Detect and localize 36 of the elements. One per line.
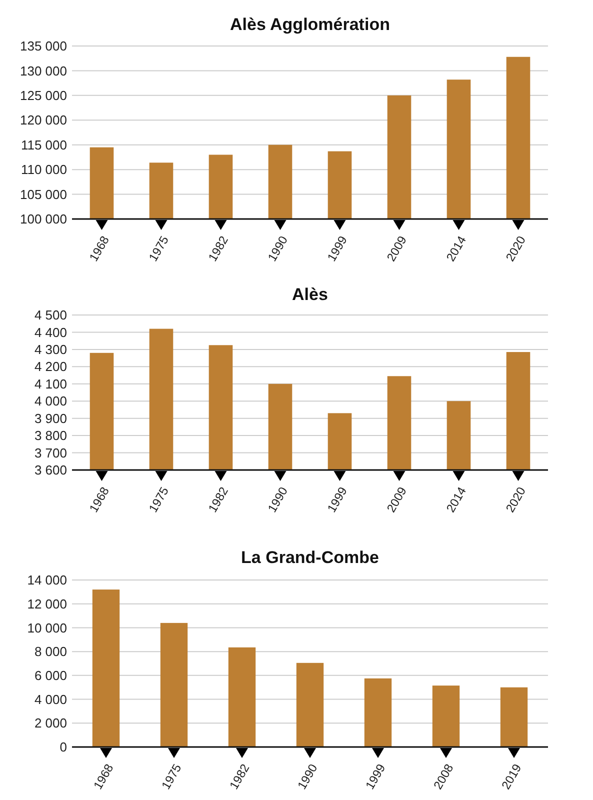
y-tick-label: 0 bbox=[60, 740, 67, 755]
y-tick-label: 6 000 bbox=[34, 668, 67, 683]
bar bbox=[92, 590, 120, 747]
y-tick-label: 3 700 bbox=[34, 445, 67, 460]
bar bbox=[296, 662, 324, 747]
bar bbox=[228, 647, 256, 747]
y-tick-label: 4 400 bbox=[34, 324, 67, 340]
y-tick-label: 10 000 bbox=[27, 620, 67, 636]
y-tick-label: 115 000 bbox=[20, 137, 67, 152]
chart-title: Alès Agglomération bbox=[230, 15, 390, 34]
chart-title: Alès bbox=[292, 285, 328, 304]
y-tick-label: 4 100 bbox=[34, 376, 67, 392]
y-tick-label: 14 000 bbox=[27, 572, 67, 588]
y-tick-label: 100 000 bbox=[20, 212, 67, 227]
y-tick-label: 125 000 bbox=[20, 88, 67, 103]
bar bbox=[160, 622, 188, 747]
y-tick-label: 120 000 bbox=[20, 112, 67, 128]
y-tick-label: 4 500 bbox=[34, 308, 67, 323]
y-tick-label: 4 200 bbox=[34, 359, 67, 374]
bar bbox=[500, 687, 528, 747]
y-tick-label: 4 300 bbox=[34, 342, 67, 357]
y-tick-label: 105 000 bbox=[20, 186, 67, 202]
y-tick-label: 8 000 bbox=[34, 644, 67, 660]
y-tick-label: 4 000 bbox=[34, 692, 67, 707]
y-tick-label: 2 000 bbox=[34, 716, 67, 731]
bar bbox=[364, 678, 392, 747]
chart-title: La Grand-Combe bbox=[241, 548, 379, 567]
y-tick-label: 3 600 bbox=[34, 462, 67, 478]
y-tick-label: 130 000 bbox=[20, 63, 67, 78]
y-tick-label: 3 800 bbox=[34, 428, 67, 444]
y-tick-label: 4 000 bbox=[34, 394, 67, 409]
y-tick-label: 3 900 bbox=[34, 410, 67, 426]
y-tick-label: 110 000 bbox=[20, 162, 67, 178]
y-tick-label: 12 000 bbox=[27, 596, 67, 612]
y-tick-label: 135 000 bbox=[20, 38, 67, 54]
bar bbox=[432, 686, 460, 747]
